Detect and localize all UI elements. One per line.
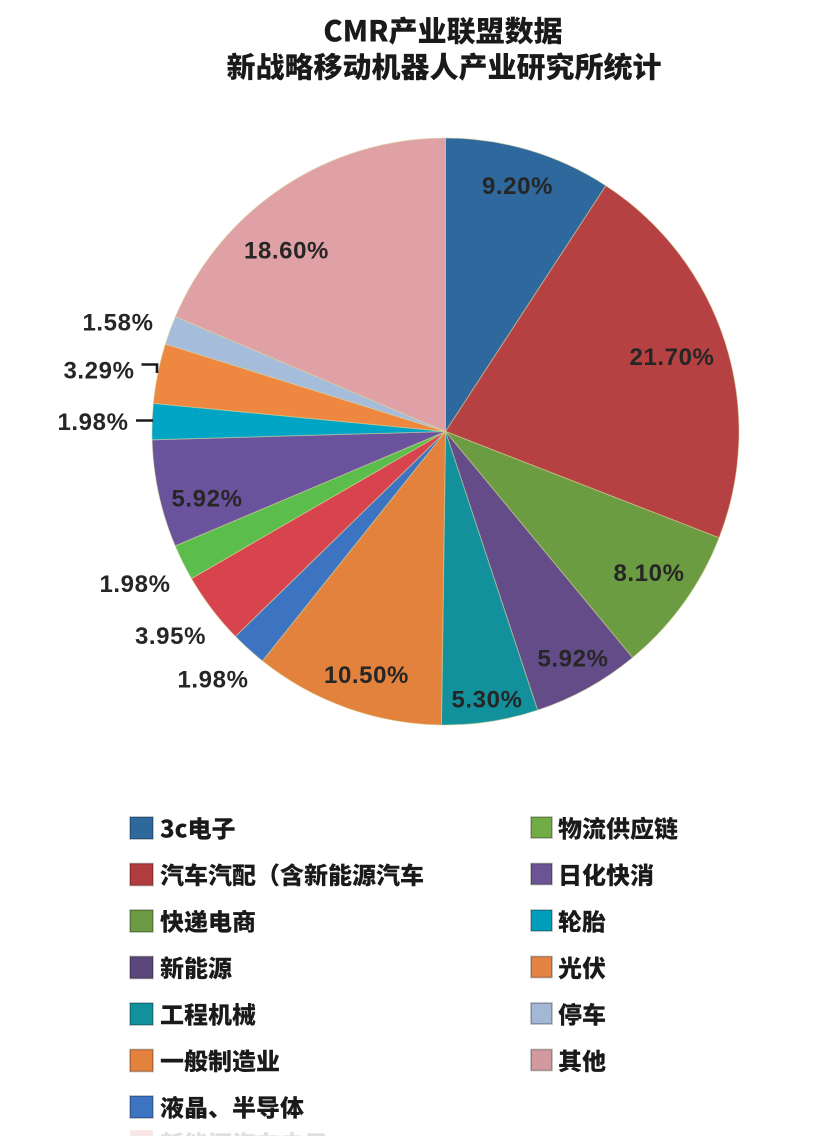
svg-text:10.50%: 10.50% [324,662,409,689]
svg-text:1.58%: 1.58% [82,310,153,337]
svg-text:1.98%: 1.98% [99,571,170,598]
svg-text:18.60%: 18.60% [244,238,329,265]
svg-text:5.30%: 5.30% [451,687,522,714]
svg-text:5.92%: 5.92% [537,646,608,673]
svg-text:9.20%: 9.20% [482,173,553,200]
svg-text:8.10%: 8.10% [613,560,684,587]
svg-text:3.29%: 3.29% [63,358,134,385]
svg-text:3.95%: 3.95% [135,623,206,650]
svg-text:5.92%: 5.92% [171,486,242,513]
svg-text:1.98%: 1.98% [177,667,248,694]
svg-text:1.98%: 1.98% [57,409,128,436]
svg-text:21.70%: 21.70% [630,344,715,371]
